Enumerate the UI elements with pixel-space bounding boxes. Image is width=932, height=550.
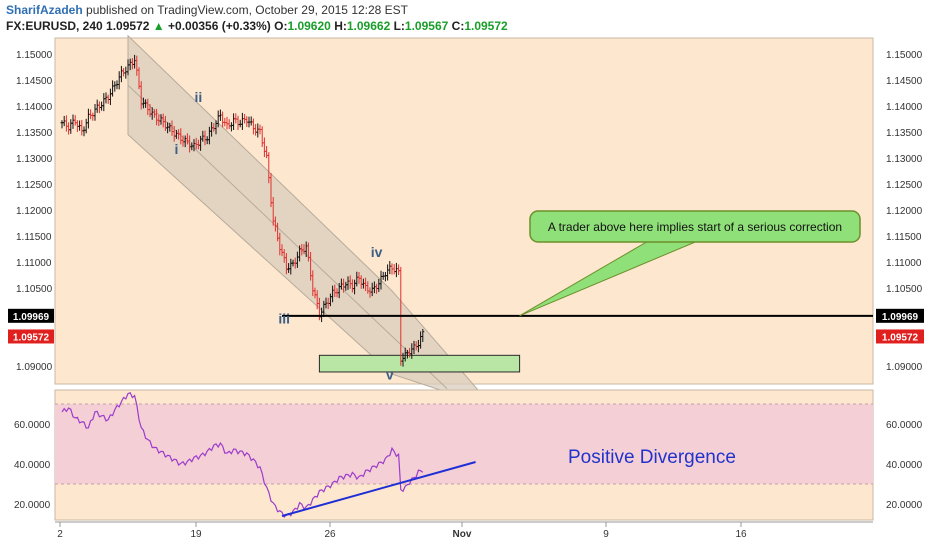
publish-info: SharifAzadeh published on TradingView.co… [6, 3, 408, 17]
price-tick-right: 1.15000 [886, 50, 923, 61]
price-tick-right: 1.10500 [886, 284, 923, 295]
price-tick-left: 1.14500 [16, 76, 53, 87]
time-tick-label: Nov [453, 529, 472, 540]
price-tick-left: 1.14000 [16, 102, 53, 113]
price-tick-right: 1.11000 [886, 258, 922, 269]
level-price-tag-left: 1.09969 [13, 312, 50, 323]
rsi-tick-right: 60.0000 [886, 420, 923, 431]
level-price-tag-right: 1.09969 [882, 312, 919, 323]
change-value: +0.00356 (+0.33%) [168, 19, 271, 33]
publish-text: published on TradingView.com, October 29… [86, 3, 409, 17]
price-tick-right: 1.14500 [886, 76, 923, 87]
current-price-tag-right: 1.09572 [882, 332, 919, 343]
price-tick-right: 1.13500 [886, 128, 923, 139]
level-price-tag-left-bg [8, 308, 54, 323]
price-tick-right: 1.09000 [886, 362, 923, 373]
rsi-tick-right: 40.0000 [886, 460, 923, 471]
change-arrow-icon: ▲ [152, 19, 165, 33]
time-tick-label: 2 [57, 529, 63, 540]
wave-label-i: i [174, 141, 178, 157]
price-tick-right: 1.11500 [886, 232, 922, 243]
rsi-tick-left: 60.0000 [14, 420, 51, 431]
price-tick-left: 1.13500 [16, 128, 53, 139]
time-tick-label: 9 [603, 529, 609, 540]
high-label: H: [334, 19, 347, 33]
price-tick-left: 1.11500 [16, 232, 52, 243]
price-tick-left: 1.11000 [16, 258, 52, 269]
rsi-tick-right: 20.0000 [886, 500, 923, 511]
time-tick-label: 16 [735, 529, 747, 540]
price-tick-left: 1.12500 [16, 180, 53, 191]
price-tick-left: 1.09000 [16, 362, 53, 373]
target-zone-box [318, 354, 521, 373]
price-tick-right: 1.12500 [886, 180, 923, 191]
high-value: 1.09662 [346, 19, 391, 33]
wave-label-iii: iii [278, 311, 290, 327]
open-label: O: [274, 19, 288, 33]
current-price-tag-right-bg [876, 329, 924, 344]
price-tick-right: 1.13000 [886, 154, 923, 165]
price-tick-left: 1.13000 [16, 154, 53, 165]
low-label: L: [393, 19, 405, 33]
author-link[interactable]: SharifAzadeh [6, 3, 83, 17]
wave-label-ii: ii [195, 89, 203, 105]
level-price-tag-right-bg [876, 308, 924, 323]
price-tick-left: 1.10500 [16, 284, 53, 295]
price-tick-right: 1.14000 [886, 102, 923, 113]
open-value: 1.09620 [287, 19, 331, 33]
rsi-line [61, 392, 424, 519]
rsi-band [55, 404, 873, 484]
positive-divergence-label: Positive Divergence [568, 447, 736, 468]
time-tick-label: 26 [324, 529, 336, 540]
price-tick-left: 1.12000 [16, 206, 53, 217]
close-label: C: [451, 19, 465, 33]
wave-label-iv: iv [371, 244, 383, 260]
close-value: 1.09572 [464, 19, 508, 33]
price-tick-right: 1.12000 [886, 206, 923, 217]
time-tick-label: 19 [190, 529, 202, 540]
wave-label-v: v [386, 366, 394, 382]
divergence-trendline [281, 461, 476, 517]
current-price-tag-left-bg [8, 329, 54, 344]
symbol-label: FX:EURUSD, 240 [6, 19, 103, 33]
price-tick-left: 1.15000 [16, 50, 53, 61]
last-price: 1.09572 [106, 19, 150, 33]
ohlc-bar: FX:EURUSD, 240 1.09572 ▲ +0.00356 (+0.33… [6, 19, 508, 33]
current-price-tag-left: 1.09572 [13, 332, 50, 343]
rsi-tick-left: 40.0000 [14, 460, 51, 471]
low-value: 1.09567 [404, 19, 449, 33]
callout-text: A trader above here implies start of a s… [548, 220, 842, 234]
callout-box [529, 210, 861, 243]
rsi-tick-left: 20.0000 [14, 500, 51, 511]
